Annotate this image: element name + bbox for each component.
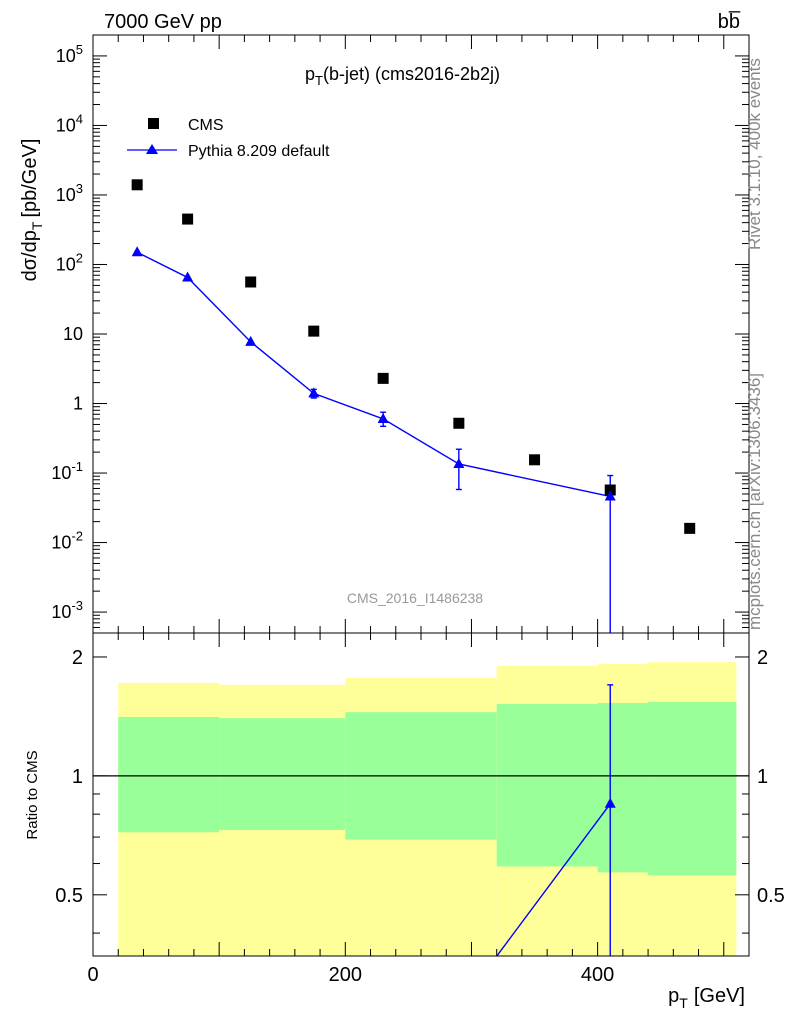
mcplots-label: mcplots.cern.ch [arXiv:1306.3436]	[745, 373, 764, 630]
pythia-point	[245, 335, 257, 346]
cms-point	[308, 325, 320, 337]
x-tick-label: 200	[329, 964, 362, 986]
cms-point	[245, 276, 257, 288]
energy-label: 7000 GeV pp	[104, 11, 222, 33]
process-label: bb̅	[718, 10, 741, 33]
green-band	[597, 702, 649, 873]
legend-cms-label: CMS	[188, 117, 224, 134]
pythia-point	[131, 246, 143, 257]
pythia-point	[182, 271, 194, 282]
y-tick-label: 10-1	[51, 459, 83, 483]
y-tick-label: 10-2	[51, 529, 83, 553]
chart-title: pT(b-jet) (cms2016-2b2j)	[305, 64, 500, 88]
ratio-y-tick-label-left: 0.5	[55, 885, 83, 907]
top-data-group	[131, 179, 696, 633]
cms-point	[604, 484, 616, 496]
cms-point	[453, 417, 465, 429]
rivet-version-label: Rivet 3.1.10, 400k events	[745, 58, 764, 250]
cms-point	[529, 454, 541, 466]
y-tick-label: 105	[56, 42, 83, 66]
y-tick-label: 102	[56, 250, 83, 274]
ratio-data	[495, 684, 616, 956]
pythia-point	[604, 490, 616, 501]
ratio-y-axis-label: Ratio to CMS	[24, 750, 41, 839]
legend-pythia-label: Pythia 8.209 default	[188, 143, 330, 160]
ratio-y-tick-label-right: 2	[757, 647, 768, 669]
x-tick-label: 0	[87, 964, 98, 986]
legend-cms-marker	[148, 118, 159, 129]
green-band	[496, 704, 598, 867]
chart-title-sub: T	[315, 73, 323, 88]
chart-title-rest: (b-jet) (cms2016-2b2j)	[323, 64, 500, 84]
ratio-y-tick-label-right: 1	[757, 766, 768, 788]
cms-point	[131, 179, 143, 191]
green-band	[219, 718, 346, 830]
bottom-panel: 0.5 0.5 1 1 2 2 0 200 400 Ratio to CMS pT [GeV]	[24, 632, 785, 1011]
pythia-point	[377, 412, 389, 423]
x-axis-label: pT [GeV]	[668, 985, 745, 1011]
ratio-y-tick-label-left: 2	[72, 647, 83, 669]
top-y-axis-label: dσ/dpT[pb/GeV]	[19, 139, 45, 282]
pythia-point	[453, 457, 465, 468]
x-tick-label: 400	[581, 964, 614, 986]
ratio-line	[495, 803, 611, 956]
green-band	[648, 701, 737, 876]
y-tick-label: 10	[63, 324, 83, 344]
cms-point	[182, 213, 194, 225]
ratio-bands	[93, 662, 749, 956]
green-band	[118, 716, 220, 833]
ratio-y-tick-label-left: 1	[72, 766, 83, 788]
y-tick-label: 10-3	[51, 598, 83, 622]
y-tick-label: 103	[56, 181, 83, 205]
y-tick-label: 104	[56, 111, 83, 135]
y-tick-label: 1	[73, 394, 83, 414]
analysis-watermark: CMS_2016_I1486238	[347, 590, 483, 606]
chart-title-main: p	[305, 64, 315, 84]
cms-point	[684, 522, 696, 534]
legend: CMS Pythia 8.209 default	[127, 117, 330, 160]
cms-point	[377, 372, 389, 384]
legend-pythia-marker	[146, 144, 158, 154]
ratio-y-tick-label-right: 0.5	[757, 885, 785, 907]
pythia-point	[308, 387, 320, 398]
ratio-point	[604, 797, 616, 808]
